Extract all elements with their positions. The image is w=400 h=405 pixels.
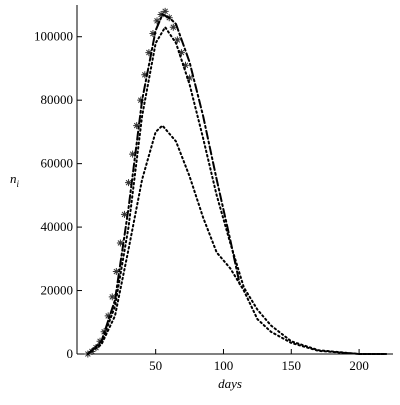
x-tick-label: 150 <box>282 358 302 373</box>
y-label-subscript: i <box>17 179 20 189</box>
series-line <box>86 25 388 355</box>
y-tick-label: 0 <box>67 346 74 361</box>
star-marker <box>153 17 161 25</box>
series-line <box>86 124 388 355</box>
y-tick-label: 100000 <box>34 29 73 44</box>
star-marker <box>108 293 116 301</box>
star-marker <box>141 71 149 79</box>
y-tick-label: 20000 <box>41 283 74 298</box>
x-tick-label: 100 <box>214 358 234 373</box>
star-marker <box>181 61 189 69</box>
star-marker <box>133 122 141 130</box>
star-marker <box>116 239 124 247</box>
star-marker <box>137 96 145 104</box>
y-label-main: n <box>10 171 17 186</box>
y-axis-label: ni <box>10 171 20 189</box>
x-tick-label: 200 <box>349 358 369 373</box>
star-marker <box>161 7 169 15</box>
star-marker <box>104 312 112 320</box>
star-marker <box>149 30 157 38</box>
star-marker <box>186 74 194 82</box>
star-marker <box>125 179 133 187</box>
x-axis-label: days <box>218 376 242 391</box>
star-marker <box>173 36 181 44</box>
star-marker <box>157 11 165 19</box>
y-tick-label: 80000 <box>41 92 74 107</box>
y-tick-label: 60000 <box>41 156 74 171</box>
star-marker <box>112 268 120 276</box>
star-marker <box>120 210 128 218</box>
series-line <box>86 13 241 355</box>
star-marker <box>169 23 177 31</box>
y-tick-label: 40000 <box>41 219 74 234</box>
star-marker <box>145 49 153 57</box>
star-marker <box>129 150 137 158</box>
star-marker <box>177 49 185 57</box>
x-tick-label: 50 <box>149 358 162 373</box>
